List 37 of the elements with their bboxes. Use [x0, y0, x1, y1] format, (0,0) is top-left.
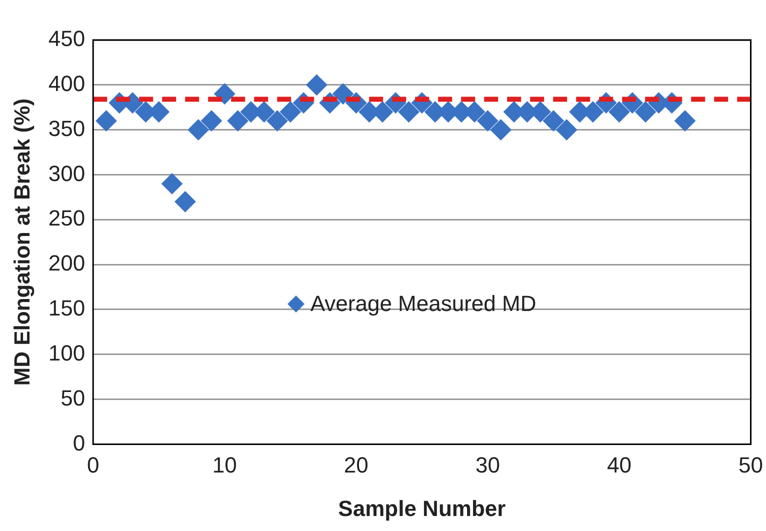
point	[188, 119, 209, 140]
y-axis-title: MD Elongation at Break (%)	[9, 98, 34, 386]
y-tick-label: 0	[72, 430, 86, 456]
point	[266, 110, 288, 132]
y-tick-label: 300	[48, 160, 86, 186]
x-tick-label: 40	[606, 452, 632, 478]
point	[477, 110, 498, 132]
x-tick-label: 30	[475, 452, 500, 478]
point	[635, 101, 656, 122]
y-tick-label: 450	[48, 26, 86, 52]
point	[200, 110, 222, 132]
point	[96, 110, 117, 132]
y-tick-label: 150	[48, 296, 86, 321]
y-tick-label: 400	[48, 70, 86, 96]
point	[542, 110, 564, 132]
point	[608, 101, 630, 122]
point	[280, 101, 301, 122]
point	[306, 74, 328, 96]
point	[162, 173, 183, 194]
point	[214, 83, 236, 104]
point	[227, 110, 248, 132]
point	[332, 83, 354, 104]
x-tick-label: 20	[344, 452, 368, 478]
y-tick-label: 350	[48, 116, 86, 141]
x-axis-title: Sample Number	[338, 496, 506, 521]
y-tick-label: 100	[48, 340, 86, 366]
point	[674, 110, 696, 132]
legend-label: Average Measured MD	[310, 290, 536, 317]
x-tick-label: 10	[212, 452, 237, 478]
point	[556, 119, 578, 140]
point	[174, 191, 196, 212]
point	[490, 119, 512, 140]
y-tick-label: 200	[48, 250, 86, 276]
x-tick-label: 50	[738, 452, 764, 478]
y-tick-label: 250	[48, 206, 86, 231]
y-tick-label: 50	[60, 385, 86, 410]
point	[398, 101, 420, 122]
